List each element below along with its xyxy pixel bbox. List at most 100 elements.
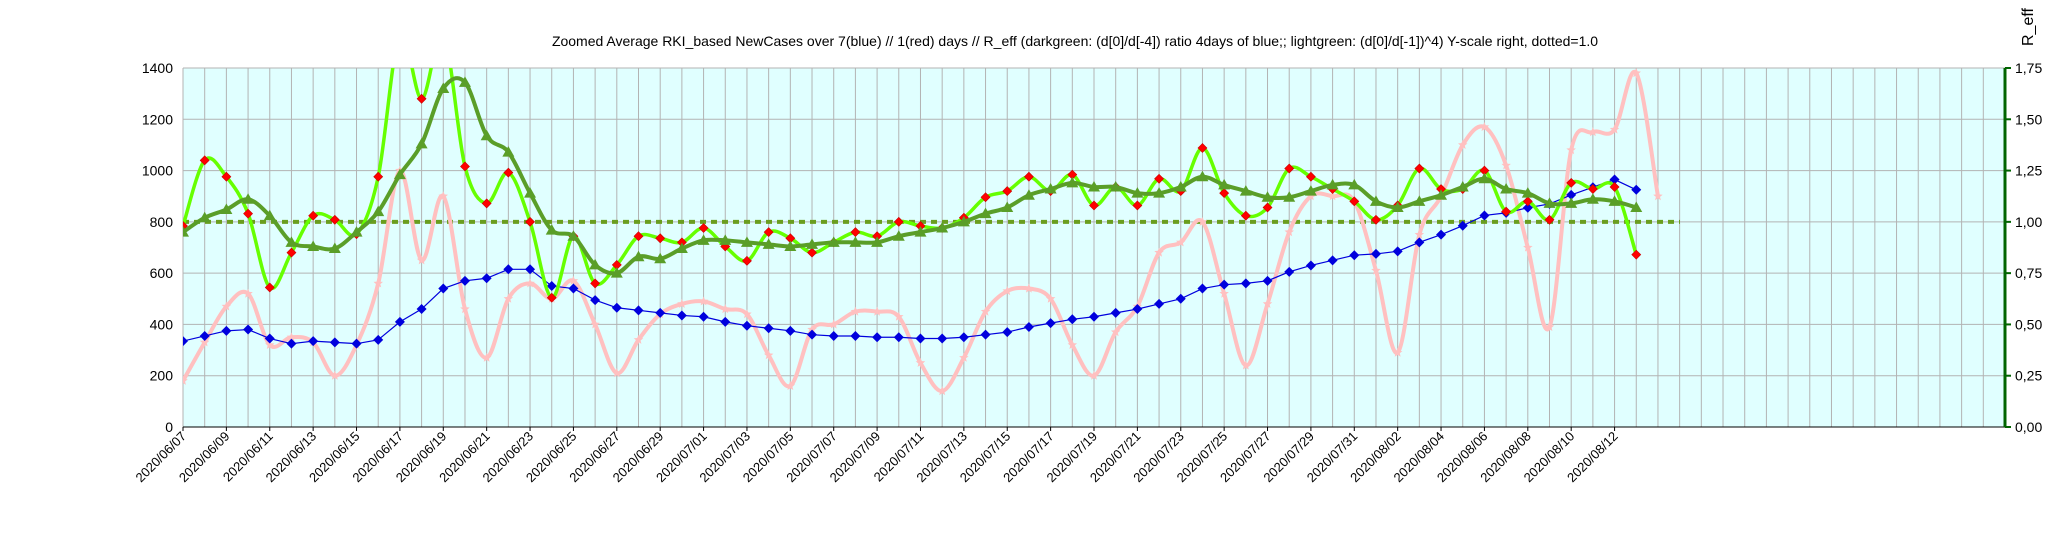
data-point [740,236,753,247]
data-point [719,234,732,245]
data-point [1023,321,1034,332]
data-point [894,311,904,321]
data-point [264,282,275,293]
data-point [481,352,492,362]
data-point [633,231,644,242]
data-point [655,233,666,244]
series-darkgreen [183,76,1643,278]
data-point [502,146,515,157]
data-point [741,320,752,331]
data-point [285,236,298,247]
data-point [590,295,601,306]
data-point [829,319,839,329]
data-point [1458,139,1468,149]
data-point [1566,145,1576,155]
data-point [545,224,558,235]
data-point [1631,68,1641,78]
data-point [785,381,796,390]
y2-tick-label: 1,00 [2015,214,2042,230]
y2-tick-label: 0,75 [2015,265,2042,281]
data-point [1414,229,1425,239]
data-point [1024,283,1034,293]
data-point [1241,360,1251,370]
data-point [1479,210,1490,221]
data-point [1219,288,1229,298]
data-point [1457,220,1468,231]
data-point [525,216,535,227]
y-tick-label: 1200 [142,111,173,127]
data-point [1024,171,1034,182]
data-point [1479,122,1490,131]
y2-tick-label: 1,50 [2015,111,2042,127]
data-point [742,309,752,319]
data-point [612,368,622,378]
data-point [1197,283,1208,294]
data-point [827,236,840,247]
data-point [242,193,255,204]
data-point [286,338,297,349]
data-point [459,275,470,286]
data-point [1262,202,1273,213]
data-point [849,236,862,247]
series-line [183,68,1638,300]
data-point [1197,143,1208,153]
data-point [979,207,992,219]
data-point [568,283,579,294]
data-point [1327,191,1338,201]
data-point [1609,124,1620,134]
data-point [1436,229,1447,240]
y-tick-label: 600 [150,265,174,281]
data-point [373,334,384,345]
data-point [1261,191,1274,202]
data-point [525,264,536,275]
data-point [1219,279,1230,290]
data-point [1066,176,1079,188]
data-point [1588,127,1598,137]
data-point [1544,322,1555,331]
data-point [183,226,189,237]
data-point [1002,186,1013,197]
data-point [1521,187,1534,198]
data-point [697,234,710,245]
data-point [567,230,580,241]
data-point [785,325,796,336]
data-point [1478,172,1491,184]
data-point [329,214,340,225]
data-point [1414,237,1425,248]
y-tick-label: 1400 [142,60,173,76]
data-point [720,316,731,327]
data-point [1500,183,1513,194]
data-point [1371,265,1381,275]
data-point [1349,196,1360,207]
data-point [1305,260,1316,271]
data-point [460,304,470,314]
data-point [1349,250,1360,261]
data-point [1240,278,1251,289]
data-point [524,187,537,198]
data-point [980,329,991,340]
data-point [1110,307,1121,318]
data-point [677,298,687,308]
data-point [1522,196,1533,207]
data-point [807,329,818,340]
data-point [199,155,210,166]
data-point [1501,160,1511,170]
data-point [1304,185,1317,196]
data-point [914,226,927,237]
data-point [1608,195,1621,206]
data-point [1631,249,1642,260]
data-point [1045,318,1056,329]
left-axis-ticks: 0 200 400 600 800 1000 1200 1400 [142,60,173,435]
data-point [439,29,448,38]
data-point [1653,191,1663,201]
data-point [1089,370,1099,380]
data-point [1067,314,1078,325]
y-tick-label: 200 [150,368,174,384]
data-point [1306,191,1316,201]
data-point [1414,163,1425,174]
data-point [1369,195,1382,206]
data-point [589,258,602,270]
data-point [460,161,470,172]
data-point [1543,197,1556,208]
